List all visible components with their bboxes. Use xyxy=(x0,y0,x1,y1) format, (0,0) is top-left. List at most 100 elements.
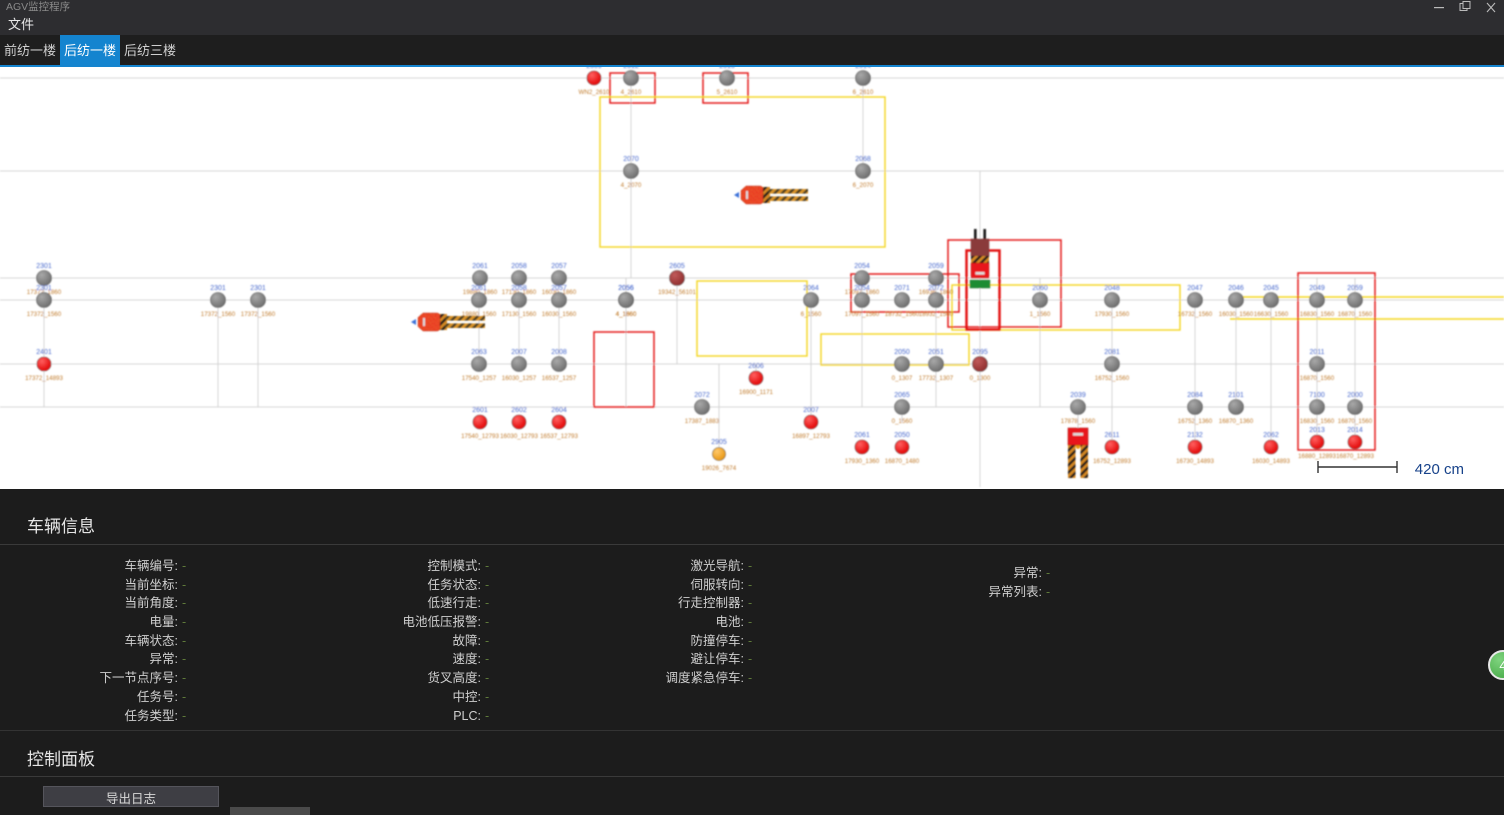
svg-text:17930_1360: 17930_1360 xyxy=(845,458,880,465)
svg-text:17878_1560: 17878_1560 xyxy=(1061,418,1096,425)
svg-text:16870_1360: 16870_1360 xyxy=(1219,418,1254,425)
svg-text:1_1560: 1_1560 xyxy=(1030,311,1051,318)
svg-text:2058: 2058 xyxy=(511,285,527,292)
svg-text:2606: 2606 xyxy=(748,363,764,370)
svg-text:2011: 2011 xyxy=(1309,349,1324,356)
svg-text:2301: 2301 xyxy=(250,285,266,292)
svg-text:4_2070: 4_2070 xyxy=(621,182,642,189)
svg-text:16752_1560: 16752_1560 xyxy=(1095,375,1130,382)
svg-text:2013: 2013 xyxy=(1309,427,1325,434)
svg-text:16537_12793: 16537_12793 xyxy=(540,433,578,440)
svg-text:2905: 2905 xyxy=(711,439,727,446)
svg-text:16030_1560: 16030_1560 xyxy=(542,311,577,318)
svg-text:2065: 2065 xyxy=(894,392,910,399)
svg-text:2314: 2314 xyxy=(855,67,871,70)
svg-text:17930_1560: 17930_1560 xyxy=(1095,311,1130,318)
svg-text:2602: 2602 xyxy=(511,407,527,414)
svg-text:16900_1171: 16900_1171 xyxy=(739,389,774,396)
svg-text:2046: 2046 xyxy=(1228,285,1244,292)
svg-text:16730_14893: 16730_14893 xyxy=(1176,458,1214,465)
svg-text:2054: 2054 xyxy=(854,285,870,292)
svg-text:16870_1480: 16870_1480 xyxy=(885,458,920,465)
svg-text:17387_1883: 17387_1883 xyxy=(685,418,720,425)
svg-text:2061: 2061 xyxy=(854,432,870,439)
svg-text:2008: 2008 xyxy=(551,349,567,356)
svg-text:16830_1560: 16830_1560 xyxy=(1300,311,1335,318)
svg-text:2064: 2064 xyxy=(803,285,819,292)
svg-text:2048: 2048 xyxy=(1104,285,1120,292)
svg-text:2313: 2313 xyxy=(719,67,735,70)
svg-text:18932_1560: 18932_1560 xyxy=(919,311,954,318)
svg-text:2045: 2045 xyxy=(1263,285,1279,292)
svg-text:0_1300: 0_1300 xyxy=(970,375,991,382)
svg-text:0_1307: 0_1307 xyxy=(892,375,913,382)
svg-text:17372_1560: 17372_1560 xyxy=(27,311,62,318)
svg-text:16630_1560: 16630_1560 xyxy=(1254,311,1289,318)
svg-text:2049: 2049 xyxy=(1309,285,1325,292)
svg-text:2039: 2039 xyxy=(1070,392,1086,399)
svg-text:2056: 2056 xyxy=(618,285,634,292)
svg-text:16752_12893: 16752_12893 xyxy=(1093,458,1131,465)
svg-text:19342_56101: 19342_56101 xyxy=(658,289,696,296)
svg-text:2301: 2301 xyxy=(36,285,52,292)
svg-text:16030_14893: 16030_14893 xyxy=(1252,458,1290,465)
svg-text:2059: 2059 xyxy=(928,263,944,270)
svg-text:2050: 2050 xyxy=(894,349,910,356)
svg-text:4_2610: 4_2610 xyxy=(621,89,642,96)
svg-text:4_1560: 4_1560 xyxy=(616,311,637,318)
svg-text:2050: 2050 xyxy=(894,432,910,439)
svg-text:2000: 2000 xyxy=(1347,392,1363,399)
svg-text:7100: 7100 xyxy=(1309,392,1325,399)
svg-text:2101: 2101 xyxy=(1228,392,1244,399)
svg-text:2072: 2072 xyxy=(694,392,710,399)
svg-text:2071: 2071 xyxy=(894,285,910,292)
svg-text:2132: 2132 xyxy=(1187,432,1203,439)
svg-text:16030_1257: 16030_1257 xyxy=(502,375,537,382)
svg-text:2057: 2057 xyxy=(551,285,567,292)
svg-text:16870_1560: 16870_1560 xyxy=(1300,375,1335,382)
svg-text:17372_14893: 17372_14893 xyxy=(25,375,63,382)
svg-text:16537_1257: 16537_1257 xyxy=(542,375,577,382)
svg-text:5_2610: 5_2610 xyxy=(717,89,738,96)
svg-text:2070: 2070 xyxy=(623,156,639,163)
svg-text:2081: 2081 xyxy=(1104,349,1120,356)
svg-text:2301: 2301 xyxy=(36,263,52,270)
svg-text:2312: 2312 xyxy=(623,67,639,70)
svg-text:2061: 2061 xyxy=(472,263,488,270)
svg-text:16870_1560: 16870_1560 xyxy=(1338,311,1373,318)
svg-text:16752_1360: 16752_1360 xyxy=(1178,418,1213,425)
svg-text:2301: 2301 xyxy=(210,285,226,292)
svg-text:2063: 2063 xyxy=(471,349,487,356)
svg-text:6_2610: 6_2610 xyxy=(853,89,874,96)
svg-text:6_1560: 6_1560 xyxy=(801,311,822,318)
svg-text:2057: 2057 xyxy=(551,263,567,270)
svg-text:17372_1560: 17372_1560 xyxy=(241,311,276,318)
svg-text:2059: 2059 xyxy=(1347,285,1363,292)
svg-text:2051: 2051 xyxy=(928,349,944,356)
svg-text:16897_12793: 16897_12793 xyxy=(792,433,830,440)
svg-text:16030_1560: 16030_1560 xyxy=(1219,311,1254,318)
svg-text:2072: 2072 xyxy=(928,285,944,292)
svg-text:0_1560: 0_1560 xyxy=(892,418,913,425)
svg-text:2084: 2084 xyxy=(1187,392,1203,399)
svg-text:16030_12793: 16030_12793 xyxy=(500,433,538,440)
svg-text:17732_1307: 17732_1307 xyxy=(919,375,954,382)
svg-text:17372_1560: 17372_1560 xyxy=(201,311,236,318)
svg-text:17130_1560: 17130_1560 xyxy=(502,311,537,318)
svg-text:2401: 2401 xyxy=(36,349,52,356)
svg-text:2007: 2007 xyxy=(511,349,527,356)
svg-text:2007: 2007 xyxy=(803,407,819,414)
svg-text:16870_1560: 16870_1560 xyxy=(1338,418,1373,425)
svg-text:2054: 2054 xyxy=(854,263,870,270)
svg-text:2604: 2604 xyxy=(551,407,567,414)
svg-text:2309: 2309 xyxy=(586,67,602,70)
svg-text:18732_1560: 18732_1560 xyxy=(885,311,920,318)
svg-text:2014: 2014 xyxy=(1347,427,1363,434)
svg-text:2047: 2047 xyxy=(1187,285,1203,292)
svg-text:2060: 2060 xyxy=(1032,285,1048,292)
svg-text:19026_7674: 19026_7674 xyxy=(702,465,737,472)
svg-text:2062: 2062 xyxy=(1263,432,1279,439)
svg-text:17540_12793: 17540_12793 xyxy=(461,433,499,440)
svg-text:2095: 2095 xyxy=(972,349,988,356)
svg-text:17540_1257: 17540_1257 xyxy=(462,375,497,382)
